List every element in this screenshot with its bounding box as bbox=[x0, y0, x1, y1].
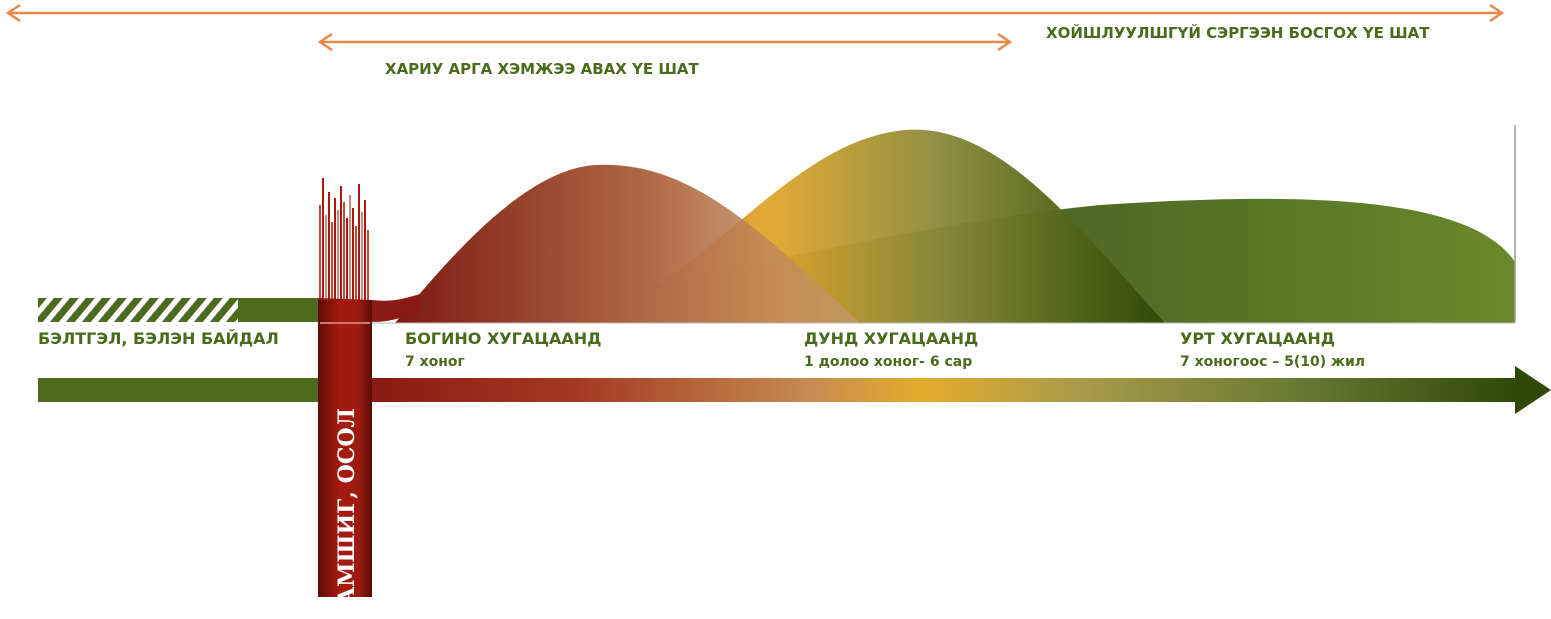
preparedness-hatched-band bbox=[38, 298, 238, 322]
preparedness-title: БЭЛТГЭЛ, БЭЛЭН БАЙДАЛ bbox=[38, 329, 279, 348]
disaster-spikes bbox=[319, 178, 369, 300]
timeline-diagram bbox=[0, 0, 1551, 597]
disaster-label-box: ГАМШИГ, ОСОЛ bbox=[318, 430, 376, 597]
recovery-phase-label: ХОЙШЛУУЛШГҮЙ СЭРГЭЭН БОСГОХ ҮЕ ШАТ bbox=[1046, 24, 1430, 42]
preparedness-solid-band bbox=[238, 298, 322, 322]
recovery-phase-arrow bbox=[8, 5, 1502, 21]
main-timeline-arrow bbox=[38, 366, 1551, 414]
response-phase-arrow bbox=[320, 34, 1010, 50]
disaster-label: ГАМШИГ, ОСОЛ bbox=[334, 408, 360, 619]
short-term-title: БОГИНО ХУГАЦААНД bbox=[405, 329, 601, 348]
long-term-title: УРТ ХУГАЦААНД bbox=[1180, 329, 1335, 348]
short-term-duration: 7 хоног bbox=[405, 354, 465, 370]
response-phase-label: ХАРИУ АРГА ХЭМЖЭЭ АВАХ ҮЕ ШАТ bbox=[385, 60, 699, 78]
long-term-duration: 7 хоногоос – 5(10) жил bbox=[1180, 354, 1365, 370]
medium-term-duration: 1 долоо хоног- 6 сар bbox=[804, 354, 972, 370]
medium-term-title: ДУНД ХУГАЦААНД bbox=[804, 329, 978, 348]
